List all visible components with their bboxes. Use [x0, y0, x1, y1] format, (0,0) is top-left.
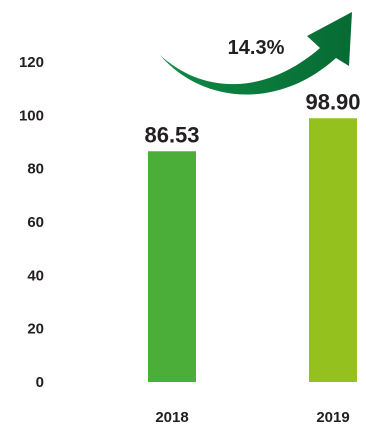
bar-2019	[309, 118, 357, 383]
growth-annotation: 14.3%	[228, 37, 285, 59]
bar-value-label: 98.90	[305, 89, 360, 114]
upward-curved-growth-arrow-icon	[160, 12, 352, 95]
y-tick-label: 100	[19, 107, 44, 124]
y-tick-label: 0	[36, 374, 44, 391]
y-tick-label: 40	[27, 267, 44, 284]
x-category-label: 2018	[155, 409, 188, 426]
y-tick-label: 80	[27, 161, 44, 178]
bars	[148, 118, 357, 383]
x-category-label: 2019	[316, 409, 349, 426]
y-axis-ticks: 0 20 40 60 80 100 120	[19, 54, 44, 391]
value-labels: 86.53 98.90	[144, 89, 360, 147]
bar-2018	[148, 151, 196, 382]
y-tick-label: 120	[19, 54, 44, 71]
y-tick-label: 20	[27, 321, 44, 338]
bar-value-label: 86.53	[144, 122, 199, 147]
y-tick-label: 60	[27, 214, 44, 231]
x-axis-labels: 2018 2019	[155, 409, 349, 426]
